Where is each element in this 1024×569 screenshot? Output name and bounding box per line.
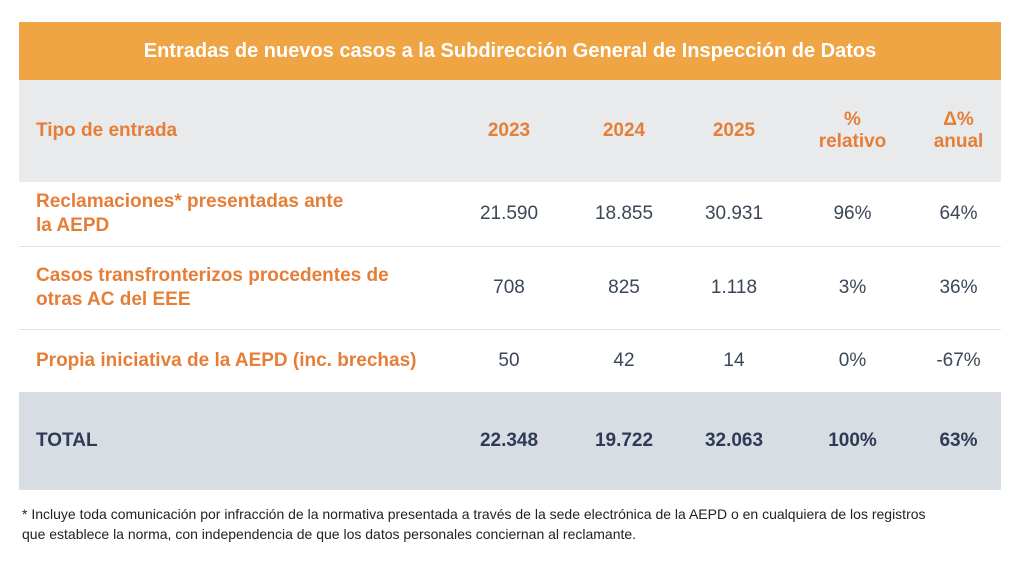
- cell-2023: 708: [493, 277, 525, 298]
- cell-delta: 36%: [939, 277, 978, 298]
- cell-delta: 64%: [939, 203, 978, 224]
- row-label-line1: Reclamaciones* presentadas ante: [36, 191, 344, 212]
- header-delta-line2: anual: [933, 131, 984, 152]
- header-2025: 2025: [712, 120, 756, 141]
- total-pct: 100%: [828, 430, 877, 451]
- footnote-line2: que establece la norma, con independenci…: [22, 526, 637, 542]
- cell-2025: 1.118: [710, 277, 758, 298]
- row-label-line2: otras AC del EEE: [36, 289, 191, 310]
- cell-delta: -67%: [936, 350, 981, 371]
- table-header-row: Tipo de entrada 2023 2024 2025 % relativ…: [19, 80, 1001, 182]
- header-delta-line1: Δ%: [943, 109, 974, 130]
- header-pct-line2: relativo: [818, 131, 887, 152]
- header-2024: 2024: [602, 120, 646, 141]
- row-label: Casos transfronterizos procedentes de ot…: [19, 264, 449, 312]
- total-2024: 19.722: [594, 430, 654, 451]
- table-title: Entradas de nuevos casos a la Subdirecci…: [19, 22, 1001, 80]
- cell-pct: 0%: [838, 350, 867, 371]
- cell-pct: 96%: [833, 203, 872, 224]
- cell-2024: 825: [608, 277, 640, 298]
- header-delta-annual: Δ% anual: [916, 109, 1001, 153]
- cases-table: Entradas de nuevos casos a la Subdirecci…: [19, 22, 1001, 490]
- header-2023: 2023: [487, 120, 531, 141]
- total-2025: 32.063: [704, 430, 764, 451]
- cell-2023: 50: [498, 350, 520, 371]
- total-2023: 22.348: [479, 430, 539, 451]
- total-label: TOTAL: [36, 430, 98, 451]
- cell-2025: 14: [723, 350, 745, 371]
- row-label-line2: la AEPD: [36, 215, 110, 236]
- cell-2023: 21.590: [479, 203, 539, 224]
- row-label: Propia iniciativa de la AEPD (inc. brech…: [19, 349, 449, 373]
- total-delta: 63%: [939, 430, 978, 451]
- footnote-line1: * Incluye toda comunicación por infracci…: [22, 506, 926, 522]
- row-label-line1: Casos transfronterizos procedentes de: [36, 265, 389, 286]
- cell-pct: 3%: [838, 277, 867, 298]
- cell-2025: 30.931: [704, 203, 764, 224]
- cell-2024: 42: [613, 350, 635, 371]
- total-row: TOTAL 22.348 19.722 32.063 100% 63%: [19, 392, 1001, 490]
- row-label: Reclamaciones* presentadas ante la AEPD: [19, 190, 449, 238]
- header-type: Tipo de entrada: [36, 120, 178, 141]
- table-row: Propia iniciativa de la AEPD (inc. brech…: [19, 330, 1001, 392]
- row-label-line1: Propia iniciativa de la AEPD (inc. brech…: [36, 350, 417, 371]
- header-pct-line1: %: [844, 109, 861, 130]
- footnote: * Incluye toda comunicación por infracci…: [22, 504, 1012, 544]
- cell-2024: 18.855: [594, 203, 654, 224]
- header-pct-relative: % relativo: [789, 109, 916, 153]
- table-row: Reclamaciones* presentadas ante la AEPD …: [19, 182, 1001, 247]
- table-row: Casos transfronterizos procedentes de ot…: [19, 247, 1001, 330]
